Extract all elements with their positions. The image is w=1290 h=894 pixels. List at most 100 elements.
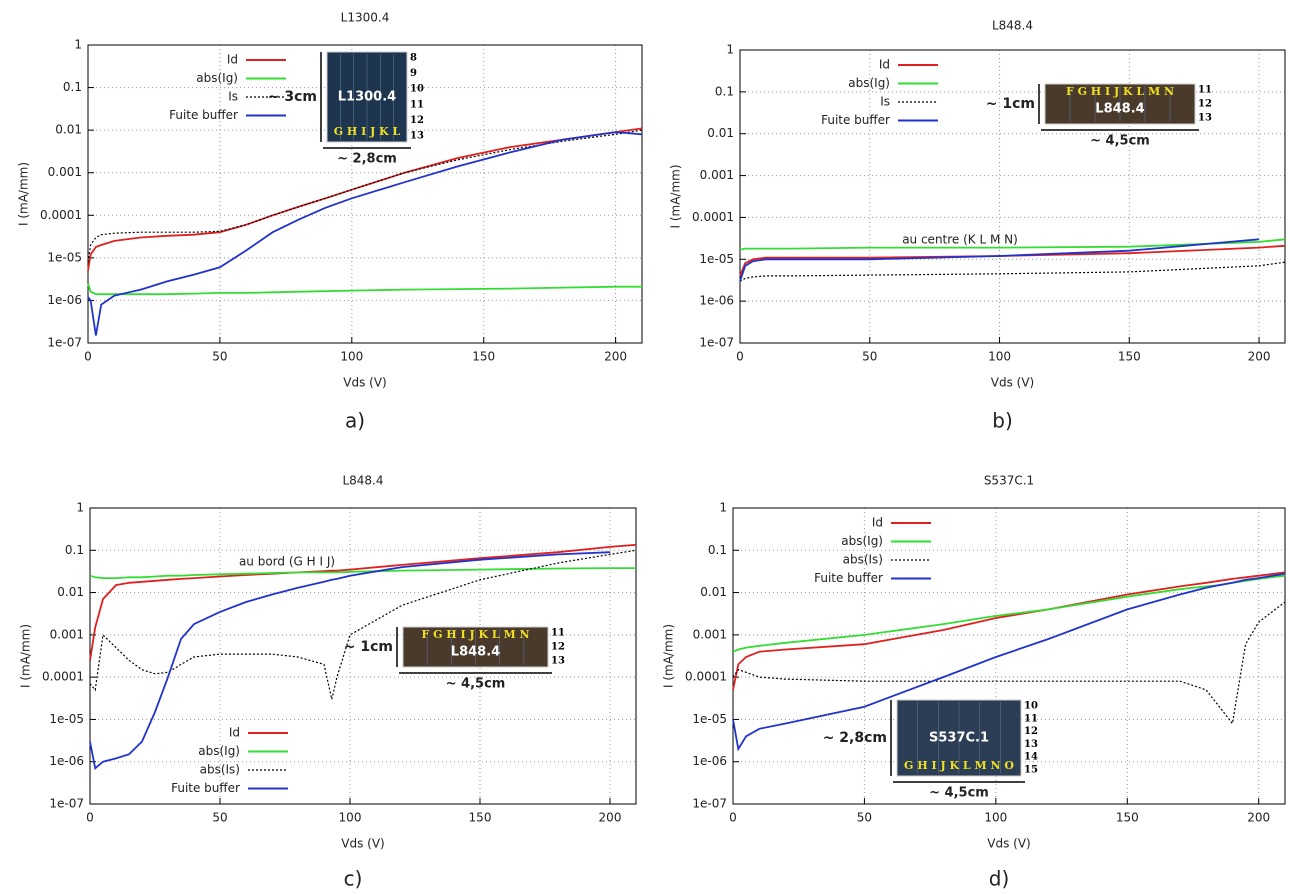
legend-label: abs(Ig)	[848, 76, 890, 90]
series-line	[739, 244, 1286, 277]
y-tick-label: 1	[719, 501, 727, 515]
x-tick-label: 150	[1118, 350, 1141, 364]
y-tick-label: 0.1	[65, 543, 84, 557]
y-axis-label: I (mA/mm)	[662, 624, 676, 688]
inset-row: 9	[410, 68, 417, 79]
y-tick-label: 0.0001	[692, 210, 734, 224]
legend-label: Id	[879, 58, 890, 72]
caption: c)	[344, 867, 363, 891]
x-tick-label: 100	[988, 350, 1011, 364]
legend-label: abs(Is)	[200, 763, 240, 777]
inset-label: S537C.1	[929, 731, 989, 746]
x-tick-label: 50	[862, 350, 877, 364]
y-tick-label: 0.01	[55, 123, 82, 137]
inset-columns: F G H I J K L M N	[1066, 85, 1174, 98]
y-tick-label: 0.0001	[685, 670, 727, 684]
series-line	[87, 283, 642, 296]
x-tick-label: 50	[212, 811, 227, 825]
x-tick-label: 200	[599, 811, 622, 825]
series-line	[739, 238, 1260, 282]
inset-width: ~ 4,5cm	[446, 677, 506, 692]
y-tick-label: 1e-06	[49, 754, 84, 768]
y-axis-label: I (mA/mm)	[17, 162, 31, 226]
y-tick-label: 0.01	[57, 585, 84, 599]
x-tick-label: 150	[1116, 811, 1139, 825]
inset-label: L848.4	[1095, 101, 1144, 116]
inset-label: L1300.4	[338, 90, 396, 105]
series-line	[89, 549, 637, 700]
inset-row: 13	[1024, 739, 1038, 750]
x-tick-label: 0	[84, 350, 92, 364]
x-axis-label: Vds (V)	[991, 376, 1034, 390]
inset-row: 13	[1198, 113, 1212, 124]
y-tick-label: 1e-07	[47, 336, 82, 350]
x-tick-label: 0	[729, 811, 737, 825]
legend-label: Fuite buffer	[171, 781, 240, 795]
y-tick-label: 0.1	[708, 543, 727, 557]
inset-row: 15	[1024, 765, 1038, 776]
caption: d)	[989, 867, 1010, 891]
y-tick-label: 1e-07	[692, 797, 727, 811]
x-tick-label: 150	[469, 811, 492, 825]
x-tick-label: 150	[472, 350, 495, 364]
plot-frame	[87, 44, 643, 344]
x-tick-label: 100	[984, 811, 1007, 825]
inset-row: 13	[551, 656, 565, 667]
x-tick-label: 200	[1247, 811, 1270, 825]
y-tick-label: 0.001	[48, 165, 82, 179]
inset-row: 13	[410, 131, 424, 142]
chart-title: L1300.4	[341, 11, 390, 25]
y-tick-label: 1e-07	[699, 336, 734, 350]
annotation: au bord (G H I J)	[239, 555, 335, 569]
x-tick-label: 50	[212, 350, 227, 364]
legend-label: Id	[229, 726, 240, 740]
legend-label: abs(Ig)	[841, 534, 883, 548]
series-line	[732, 571, 1286, 691]
inset-row: 12	[551, 642, 565, 653]
y-tick-label: 0.1	[63, 80, 82, 94]
plot-frame	[732, 507, 1286, 805]
x-tick-label: 50	[857, 811, 872, 825]
caption: a)	[345, 409, 365, 433]
chart-title: L848.4	[342, 474, 383, 488]
y-tick-label: 0.001	[693, 627, 727, 641]
legend-label: Is	[228, 90, 238, 104]
y-tick-label: 1e-06	[47, 293, 82, 307]
y-tick-label: 1	[726, 43, 734, 57]
inset-columns: F G H I J K L M N	[421, 628, 529, 641]
x-tick-label: 200	[1248, 350, 1271, 364]
x-tick-label: 200	[604, 350, 627, 364]
x-tick-label: 0	[736, 350, 744, 364]
y-tick-label: 1	[76, 501, 84, 515]
legend-label: Fuite buffer	[821, 113, 890, 127]
series-line	[732, 574, 1286, 653]
y-tick-label: 1e-05	[699, 252, 734, 266]
inset-row: 10	[1024, 701, 1038, 712]
inset-label: L848.4	[451, 644, 500, 659]
series-line	[89, 543, 637, 661]
annotation: au centre (K L M N)	[902, 233, 1018, 247]
inset-height: ~ 1cm	[344, 639, 393, 655]
x-tick-label: 0	[86, 811, 94, 825]
y-tick-label: 1e-06	[699, 294, 734, 308]
inset-height: ~ 3cm	[268, 89, 317, 105]
y-tick-label: 0.1	[715, 84, 734, 98]
inset-height: ~ 2,8cm	[823, 730, 887, 746]
inset-columns: G H I J K L	[334, 125, 401, 138]
inset-width: ~ 4,5cm	[929, 786, 989, 801]
inset-columns: G H I J K L M N O	[904, 759, 1014, 772]
series-line	[89, 567, 636, 579]
y-tick-label: 0.001	[700, 168, 734, 182]
inset-row: 11	[551, 628, 565, 639]
caption: b)	[992, 409, 1013, 433]
chart-title: L848.4	[992, 19, 1033, 33]
inset-row: 12	[1024, 726, 1038, 737]
y-tick-label: 0.01	[707, 126, 734, 140]
inset-row: 12	[1198, 99, 1212, 110]
inset-row: 8	[410, 53, 417, 64]
x-axis-label: Vds (V)	[343, 376, 386, 390]
plot-frame	[739, 49, 1286, 344]
y-tick-label: 1e-05	[692, 712, 727, 726]
inset-row: 10	[410, 84, 424, 95]
series-line	[732, 572, 1286, 752]
